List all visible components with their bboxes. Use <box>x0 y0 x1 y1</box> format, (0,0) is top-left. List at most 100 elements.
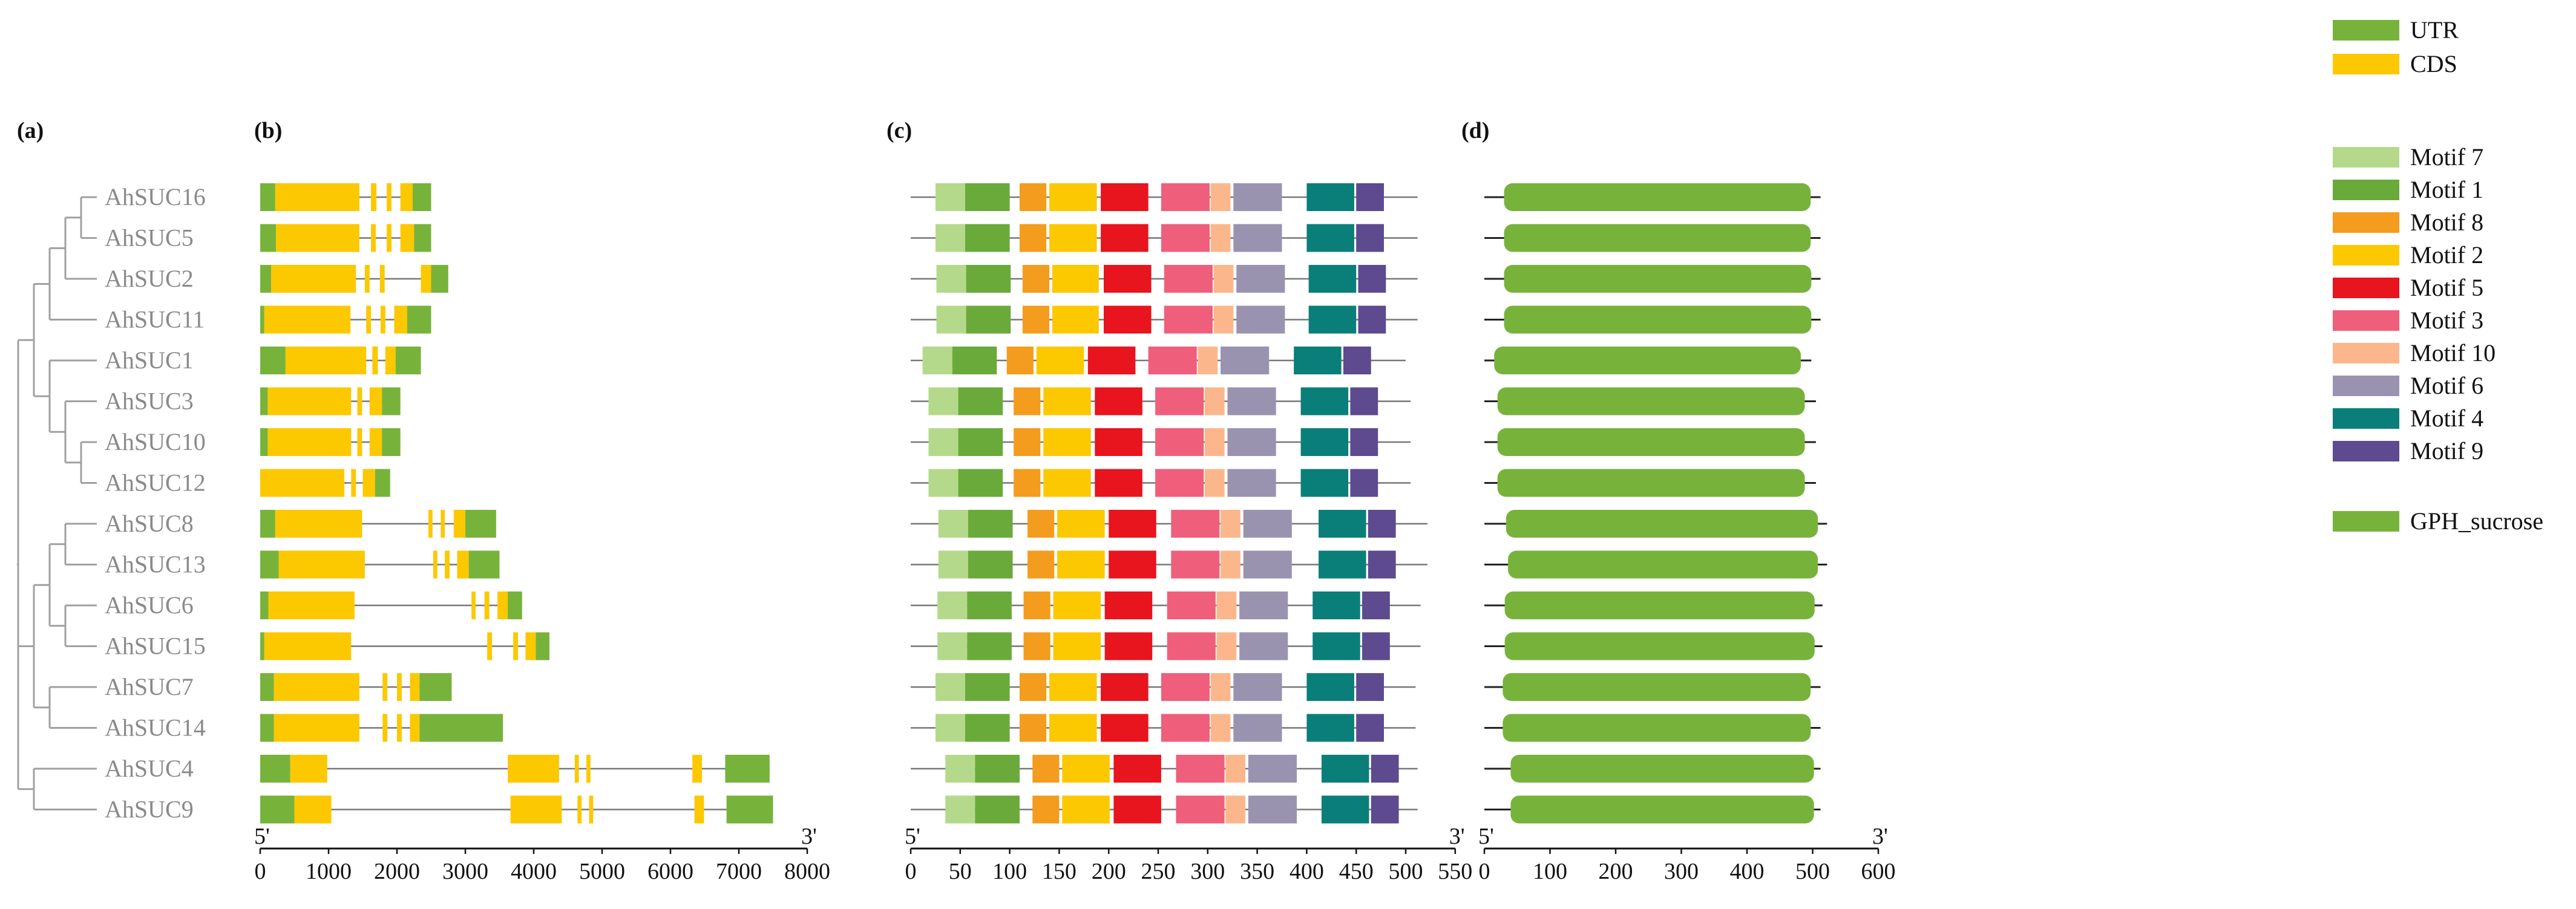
utr-block <box>419 673 452 701</box>
motif-10-block <box>1210 714 1231 742</box>
motif-2-block <box>1036 347 1084 374</box>
utr-block <box>260 632 264 660</box>
motif-9-block <box>1356 224 1385 252</box>
cds-block <box>274 673 359 701</box>
cds-block <box>371 183 377 211</box>
gph-sucrose-domain <box>1503 714 1811 742</box>
motif-9-block <box>1350 428 1378 456</box>
motif-1-block <box>965 714 1010 742</box>
gph-sucrose-domain <box>1497 387 1805 415</box>
cds-block <box>268 591 355 619</box>
axis-tick-label: 150 <box>1042 859 1077 884</box>
motif-6-block <box>1227 469 1276 497</box>
motif-6-block <box>1239 632 1288 660</box>
utr-block <box>260 755 290 783</box>
motif-1-block <box>967 632 1012 660</box>
utr-block <box>536 632 549 660</box>
legend-motif-label: Motif 5 <box>2410 274 2483 301</box>
cds-block <box>487 632 493 660</box>
axis-tick-label: 1000 <box>306 859 352 884</box>
cds-block <box>364 265 370 293</box>
cds-block <box>513 632 519 660</box>
motif-6-block <box>1236 305 1285 334</box>
axis-tick-label: 300 <box>1664 859 1699 884</box>
gph-sucrose-domain <box>1508 550 1818 579</box>
gene-label: AhSUC3 <box>105 388 194 415</box>
motif-3-block <box>1161 224 1210 252</box>
legend-motif-label: Motif 6 <box>2410 372 2483 399</box>
axis-tick-label: 600 <box>1861 859 1896 884</box>
motif-9-block <box>1362 632 1390 660</box>
utr-block <box>725 755 770 783</box>
motif-9-block <box>1358 265 1386 293</box>
motif-8-block <box>1019 714 1047 742</box>
axis-tick-label: 200 <box>1599 859 1633 884</box>
motif-2-block <box>1049 714 1097 742</box>
motif-4-block <box>1319 550 1366 579</box>
motif-2-block <box>1062 795 1110 824</box>
motif-2-block <box>1053 632 1101 660</box>
domain-panel <box>1484 183 1827 824</box>
gene-label: AhSUC9 <box>105 796 194 823</box>
cds-block <box>433 550 438 579</box>
gph-sucrose-domain <box>1510 755 1814 783</box>
cds-block <box>275 183 359 211</box>
motif-1-block <box>965 673 1010 701</box>
motif-7-block <box>945 795 975 824</box>
axis-5-prime-label: 5' <box>254 824 270 849</box>
motif-3-block <box>1155 428 1204 456</box>
motif-9-block <box>1350 387 1378 415</box>
motif-8-block <box>1019 673 1047 701</box>
cds-block <box>441 510 445 538</box>
legend-motif-swatch <box>2333 147 2399 168</box>
motif-3-block <box>1167 591 1216 619</box>
axis-tick-label: 100 <box>992 859 1027 884</box>
motif-10-block <box>1204 387 1225 415</box>
cds-block <box>260 469 344 497</box>
axis-tick-label: 500 <box>1795 859 1830 884</box>
cds-block <box>397 673 402 701</box>
legend-motif-swatch <box>2333 180 2399 200</box>
axis-5-prime-label: 5' <box>1478 824 1494 849</box>
motif-7-block <box>938 550 968 579</box>
cds-block <box>264 632 352 660</box>
cds-block <box>382 714 388 742</box>
axis-tick-label: 4000 <box>511 859 557 884</box>
axis-tick-label: 7000 <box>716 859 762 884</box>
axis-tick-label: 200 <box>1092 859 1126 884</box>
motif-3-block <box>1155 387 1204 415</box>
motif-6-block <box>1233 183 1282 211</box>
cds-block <box>525 632 536 660</box>
motif-10-block <box>1216 591 1237 619</box>
panel-label-c: (c) <box>887 118 912 143</box>
gene-label: AhSUC1 <box>105 347 194 374</box>
motif-9-block <box>1368 550 1396 579</box>
motif-3-block <box>1176 755 1225 783</box>
motif-5-block <box>1095 428 1142 456</box>
cds-block <box>574 755 579 783</box>
legend-motif-label: Motif 3 <box>2410 307 2483 334</box>
cds-block <box>586 755 591 783</box>
cds-block <box>351 469 356 497</box>
axis-tick-label: 450 <box>1339 859 1374 884</box>
axis-tick-label: 500 <box>1389 859 1423 884</box>
legend-gene-part-swatch <box>2333 20 2399 41</box>
motif-5-block <box>1104 265 1152 293</box>
motif-6-block <box>1239 591 1288 619</box>
motif-8-block <box>1023 632 1050 660</box>
legend-motif-swatch <box>2333 278 2399 298</box>
utr-block <box>382 387 401 415</box>
motif-4-block <box>1321 795 1369 824</box>
motif-1-block <box>958 428 1003 456</box>
motif-8-block <box>1014 469 1041 497</box>
cds-block <box>508 755 559 783</box>
motif-1-block <box>975 755 1020 783</box>
motif-4-block <box>1300 387 1349 415</box>
motif-1-block <box>966 305 1011 334</box>
cds-block <box>290 755 327 783</box>
motif-2-block <box>1057 510 1105 538</box>
motif-10-block <box>1198 347 1218 374</box>
motif-8-block <box>1032 795 1060 824</box>
gene-label: AhSUC8 <box>105 510 194 537</box>
motif-3-block <box>1161 714 1210 742</box>
